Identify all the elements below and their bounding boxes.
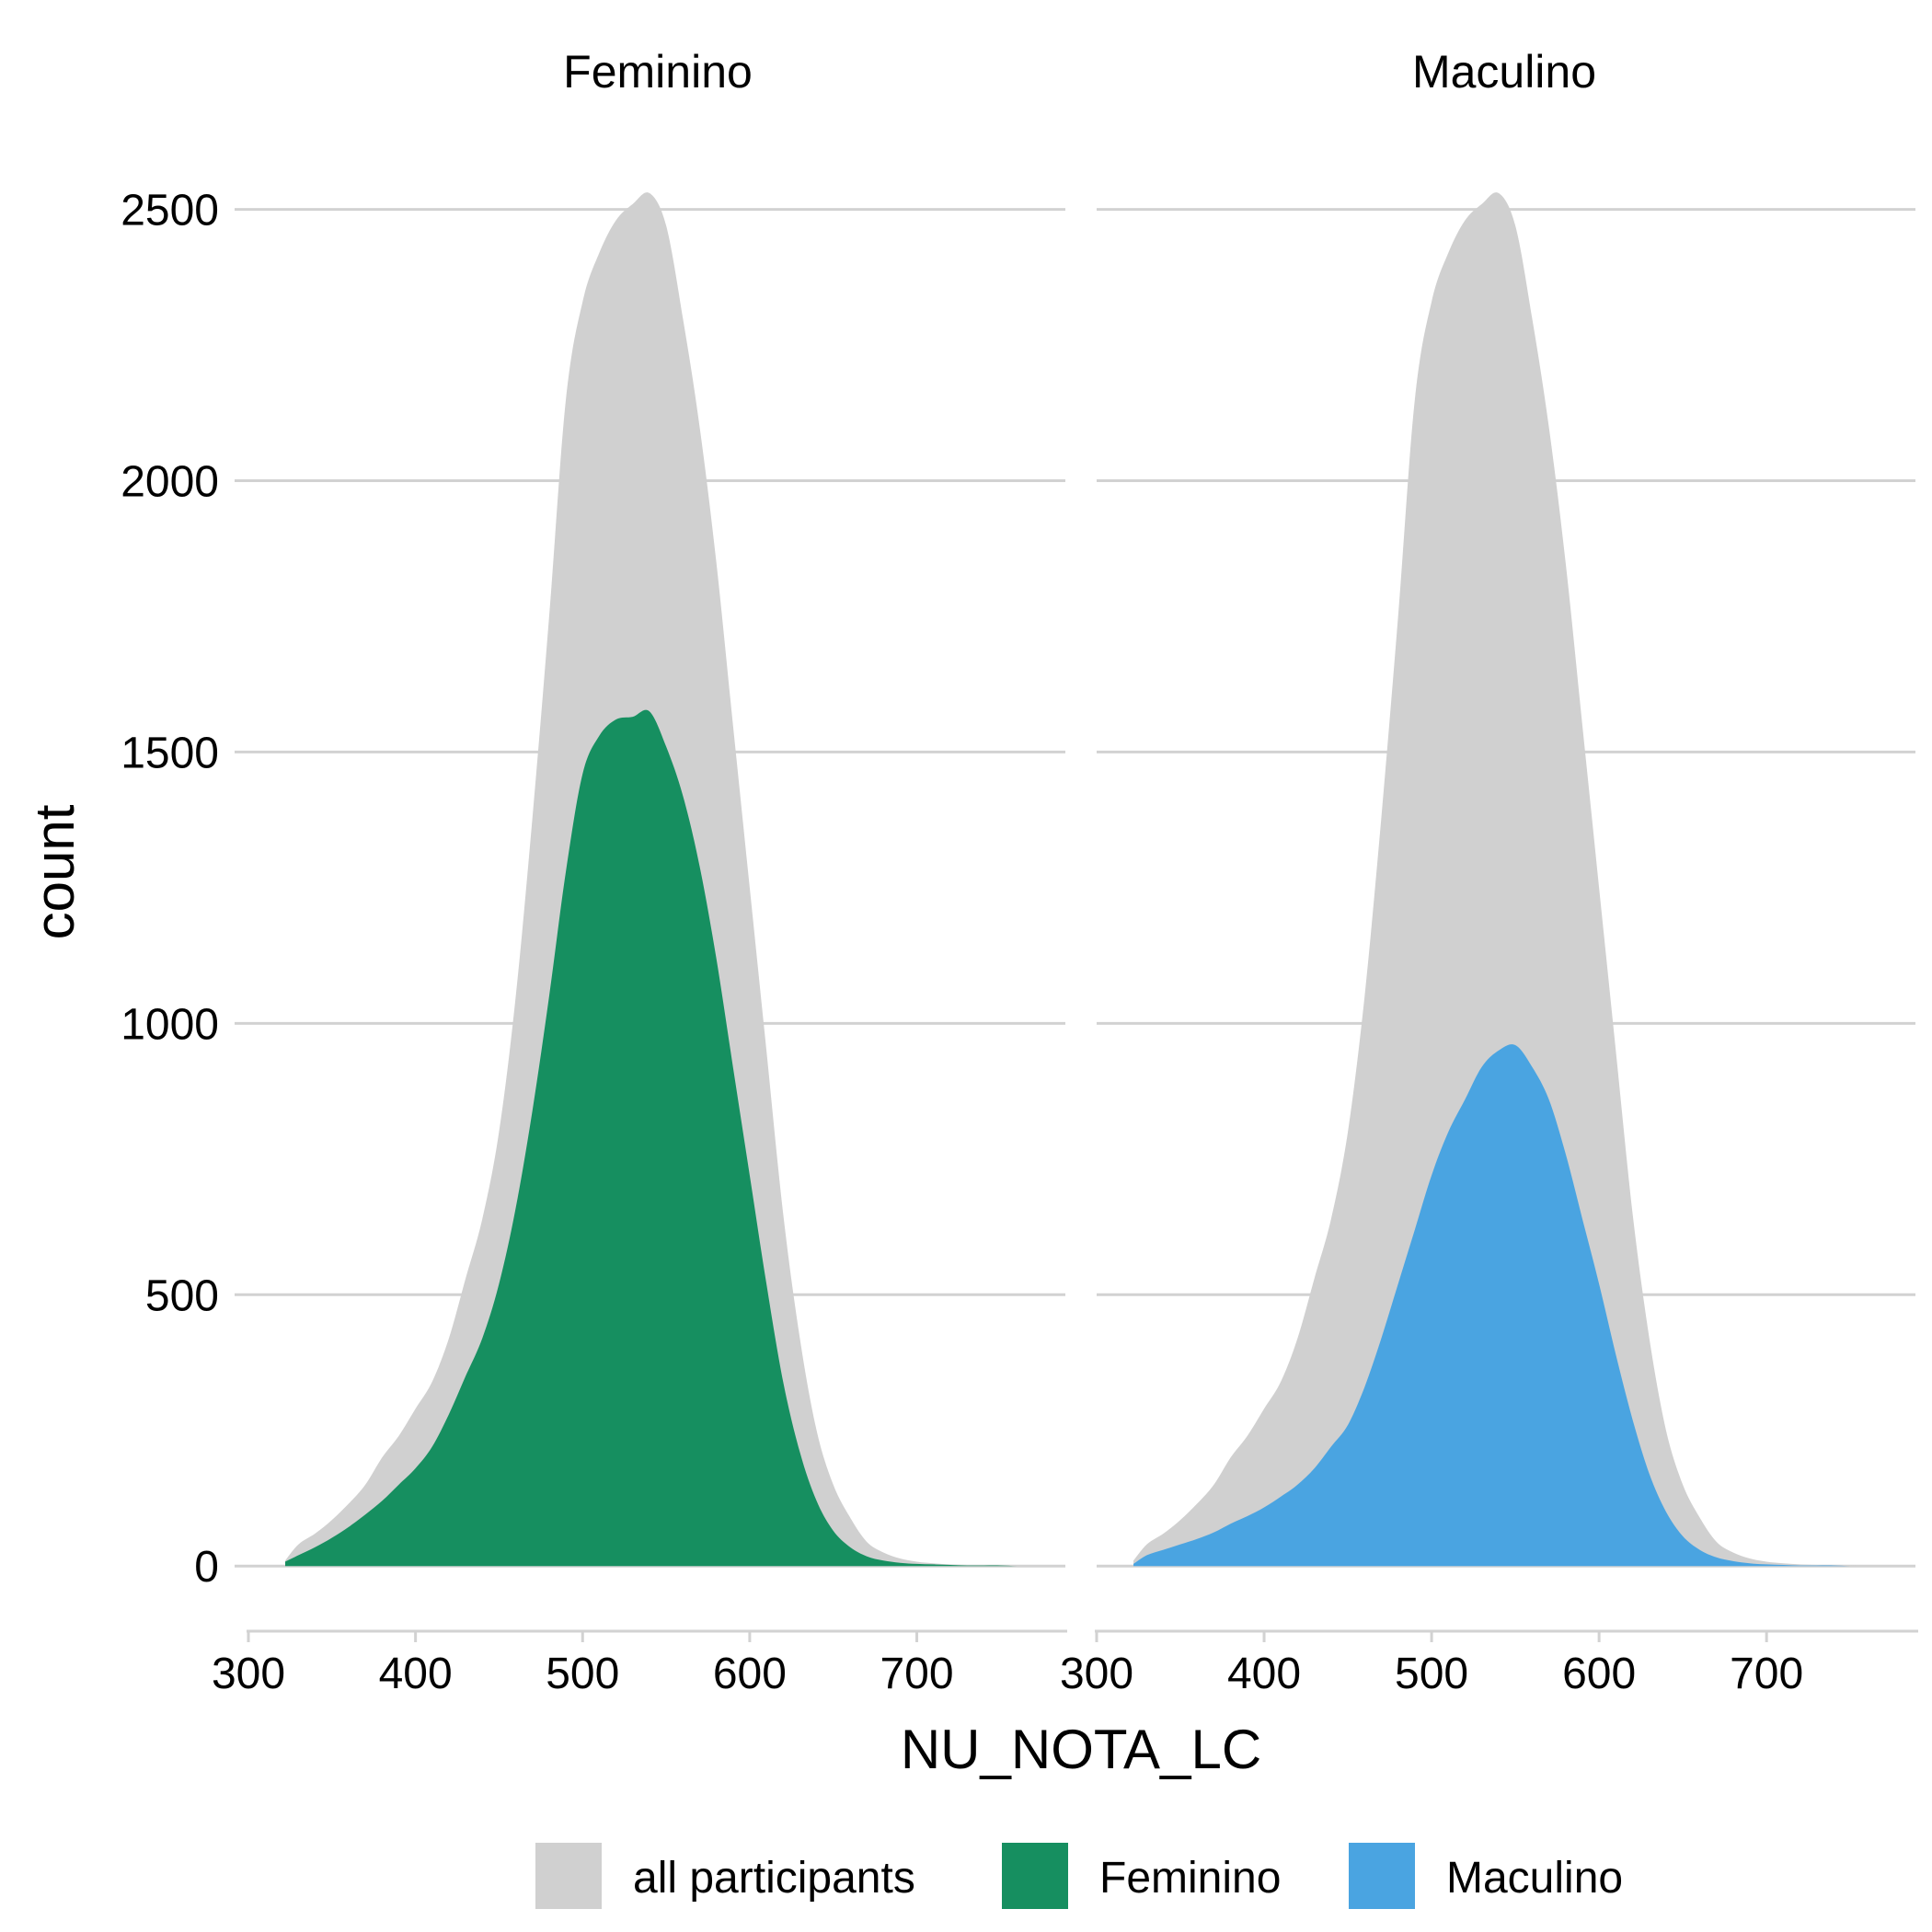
legend: all participants Feminino Maculino	[535, 1843, 1623, 1909]
x-axis-title: NU_NOTA_LC	[901, 1719, 1261, 1780]
x-tick-label: 700	[1730, 1650, 1803, 1698]
y-tick-label: 2000	[121, 458, 219, 507]
panel-left: Feminino 300 400 500 600 700	[212, 46, 1067, 1698]
legend-swatch-feminino	[1002, 1843, 1068, 1909]
y-axis-title: count	[24, 804, 86, 939]
x-tick-label: 500	[1395, 1650, 1468, 1698]
legend-label-feminino: Feminino	[1099, 1854, 1281, 1903]
y-ticks: 0 500 1000 1500 2000 2500	[121, 187, 219, 1593]
y-tick-label: 0	[194, 1543, 219, 1592]
area-feminino	[285, 709, 1034, 1567]
panel-right: Maculino 300 400 500 600 700	[1060, 46, 1918, 1698]
y-tick-label: 500	[145, 1271, 219, 1320]
y-tick-label: 1000	[121, 1000, 219, 1049]
x-tick-label: 400	[379, 1650, 453, 1698]
x-tick-label: 300	[212, 1650, 285, 1698]
legend-label-maculino: Maculino	[1446, 1854, 1623, 1903]
x-tick-label: 500	[546, 1650, 619, 1698]
y-tick-label: 2500	[121, 187, 219, 236]
area-maculino	[1133, 1044, 1884, 1567]
panel-title-left: Feminino	[563, 46, 753, 98]
x-ticks-right: 300 400 500 600 700	[1060, 1631, 1803, 1698]
x-tick-label: 700	[880, 1650, 953, 1698]
x-tick-label: 300	[1060, 1650, 1133, 1698]
legend-swatch-maculino	[1349, 1843, 1415, 1909]
legend-label-all-participants: all participants	[633, 1854, 915, 1903]
x-tick-label: 600	[1562, 1650, 1636, 1698]
y-tick-label: 1500	[121, 729, 219, 777]
legend-swatch-all-participants	[535, 1843, 602, 1909]
x-tick-label: 600	[713, 1650, 787, 1698]
x-ticks-left: 300 400 500 600 700	[212, 1631, 954, 1698]
panel-title-right: Maculino	[1412, 46, 1596, 98]
area-all-participants-right	[1133, 192, 1884, 1567]
x-tick-label: 400	[1227, 1650, 1301, 1698]
